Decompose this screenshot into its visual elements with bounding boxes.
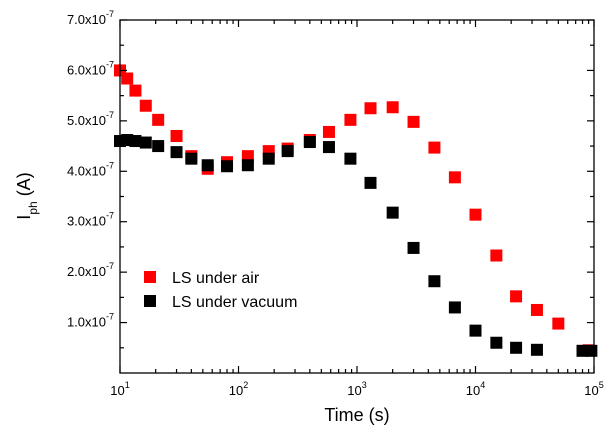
labels-layer: 101 102 103 104 105 1.0x10-7 2.0x10-7 3.0x10-7 4… xyxy=(67,9,604,398)
data-point-vacuum xyxy=(490,336,503,349)
legend-label: LS under air xyxy=(172,270,260,287)
data-point-vacuum xyxy=(281,145,294,158)
y-tick-label: 4.0x10-7 xyxy=(67,160,114,178)
data-point-vacuum xyxy=(469,324,482,337)
data-point-vacuum xyxy=(585,344,598,357)
x-axis-label: Time (s) xyxy=(324,405,389,425)
data-point-vacuum xyxy=(428,275,441,288)
ticks-layer xyxy=(119,19,595,373)
data-point-air xyxy=(530,303,543,316)
data-point-vacuum xyxy=(448,301,461,314)
y-axis-label-unit: (A) xyxy=(14,172,34,201)
data-point-vacuum xyxy=(344,152,357,165)
data-point-vacuum xyxy=(170,146,183,159)
data-point-vacuum xyxy=(221,160,234,173)
data-point-air xyxy=(322,125,335,138)
x-tick-label: 105 xyxy=(584,380,603,398)
x-tick-label: 102 xyxy=(229,380,248,398)
legend: LS under air LS under vacuum xyxy=(144,270,297,311)
points-layer xyxy=(114,64,598,357)
data-point-air xyxy=(552,317,565,330)
data-point-air xyxy=(364,102,377,115)
data-point-air xyxy=(139,99,152,112)
y-tick-label: 6.0x10-7 xyxy=(67,59,114,77)
y-tick-label: 7.0x10-7 xyxy=(67,9,114,27)
data-point-vacuum xyxy=(530,343,543,356)
data-point-vacuum xyxy=(139,136,152,149)
data-point-vacuum xyxy=(386,206,399,219)
y-tick-label: 1.0x10-7 xyxy=(67,312,114,330)
y-axis-label-main: I xyxy=(14,215,34,220)
y-tick-label: 3.0x10-7 xyxy=(67,211,114,229)
data-point-air xyxy=(121,72,134,85)
data-point-vacuum xyxy=(129,135,142,148)
plot-frame xyxy=(119,19,595,374)
data-point-air xyxy=(448,171,461,184)
y-axis-label-sub: ph xyxy=(26,201,40,214)
data-point-air xyxy=(386,101,399,114)
legend-marker xyxy=(144,295,156,307)
legend-label: LS under vacuum xyxy=(172,294,297,311)
data-point-vacuum xyxy=(152,140,165,153)
y-tick-label: 2.0x10-7 xyxy=(67,261,114,279)
data-point-air xyxy=(170,129,183,142)
x-tick-label: 104 xyxy=(466,380,485,398)
data-point-vacuum xyxy=(364,176,377,189)
data-point-air xyxy=(407,115,420,128)
data-point-vacuum xyxy=(201,159,214,172)
data-point-vacuum xyxy=(303,136,316,149)
y-tick-label: 5.0x10-7 xyxy=(67,110,114,128)
x-tick-label: 101 xyxy=(110,380,129,398)
data-point-air xyxy=(152,113,165,126)
data-point-air xyxy=(428,141,441,154)
data-point-vacuum xyxy=(121,134,134,147)
data-point-vacuum xyxy=(510,341,523,354)
data-point-vacuum xyxy=(407,241,420,254)
data-point-air xyxy=(241,150,254,163)
data-point-air xyxy=(510,290,523,303)
data-point-vacuum xyxy=(262,152,275,165)
data-point-vacuum xyxy=(185,152,198,165)
legend-marker xyxy=(144,271,156,283)
data-point-vacuum xyxy=(241,159,254,172)
data-point-vacuum xyxy=(322,141,335,154)
y-axis-label: Iph (A) xyxy=(14,172,40,219)
data-point-air xyxy=(469,208,482,221)
data-point-air xyxy=(344,113,357,126)
data-point-air xyxy=(129,84,142,97)
data-point-air xyxy=(490,249,503,262)
x-tick-label: 103 xyxy=(347,380,366,398)
